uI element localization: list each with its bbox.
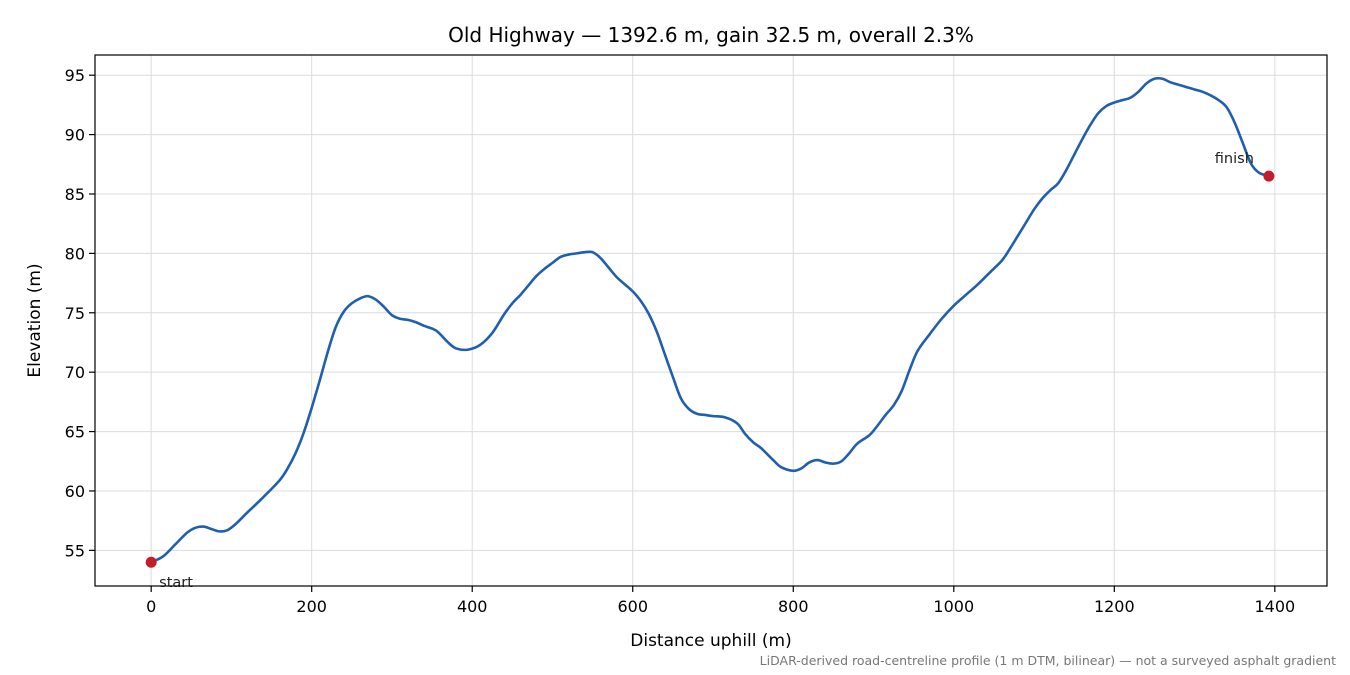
y-tick-label: 75	[65, 304, 85, 323]
endpoint-markers: start finish	[145, 151, 1275, 591]
y-tick-label: 80	[65, 244, 85, 263]
x-tick-label: 1200	[1094, 597, 1135, 616]
finish-marker	[1263, 170, 1275, 182]
x-axis-label: Distance uphill (m)	[630, 631, 791, 651]
plot-series	[149, 76, 1271, 564]
x-tick-label: 400	[457, 597, 488, 616]
y-tick-label: 70	[65, 363, 85, 382]
axis-ticks: 0 200 400 600 800 1000 1200 1400 55 60 65 70 75 80 85 9…	[65, 66, 1296, 616]
y-tick-label: 60	[65, 482, 85, 501]
footnote: LiDAR-derived road-centreline profile (1…	[760, 653, 1336, 668]
y-tick-label: 90	[65, 126, 85, 145]
x-tick-label: 600	[617, 597, 648, 616]
y-tick-label: 95	[65, 66, 85, 85]
x-tick-label: 800	[778, 597, 809, 616]
y-axis-label: Elevation (m)	[25, 263, 45, 377]
y-tick-label: 65	[65, 423, 85, 442]
y-tick-label: 85	[65, 185, 85, 204]
finish-label: finish	[1215, 151, 1254, 167]
start-marker	[145, 556, 157, 568]
x-tick-label: 1000	[933, 597, 974, 616]
grid	[95, 55, 1327, 586]
plot-frame	[94, 54, 1328, 587]
x-tick-label: 1400	[1254, 597, 1295, 616]
y-tick-label: 55	[65, 541, 85, 560]
x-tick-label: 200	[296, 597, 327, 616]
chart-title: Old Highway — 1392.6 m, gain 32.5 m, ove…	[448, 23, 974, 47]
elevation-line	[149, 76, 1271, 564]
x-tick-label: 0	[146, 597, 156, 616]
start-label: start	[159, 575, 193, 591]
